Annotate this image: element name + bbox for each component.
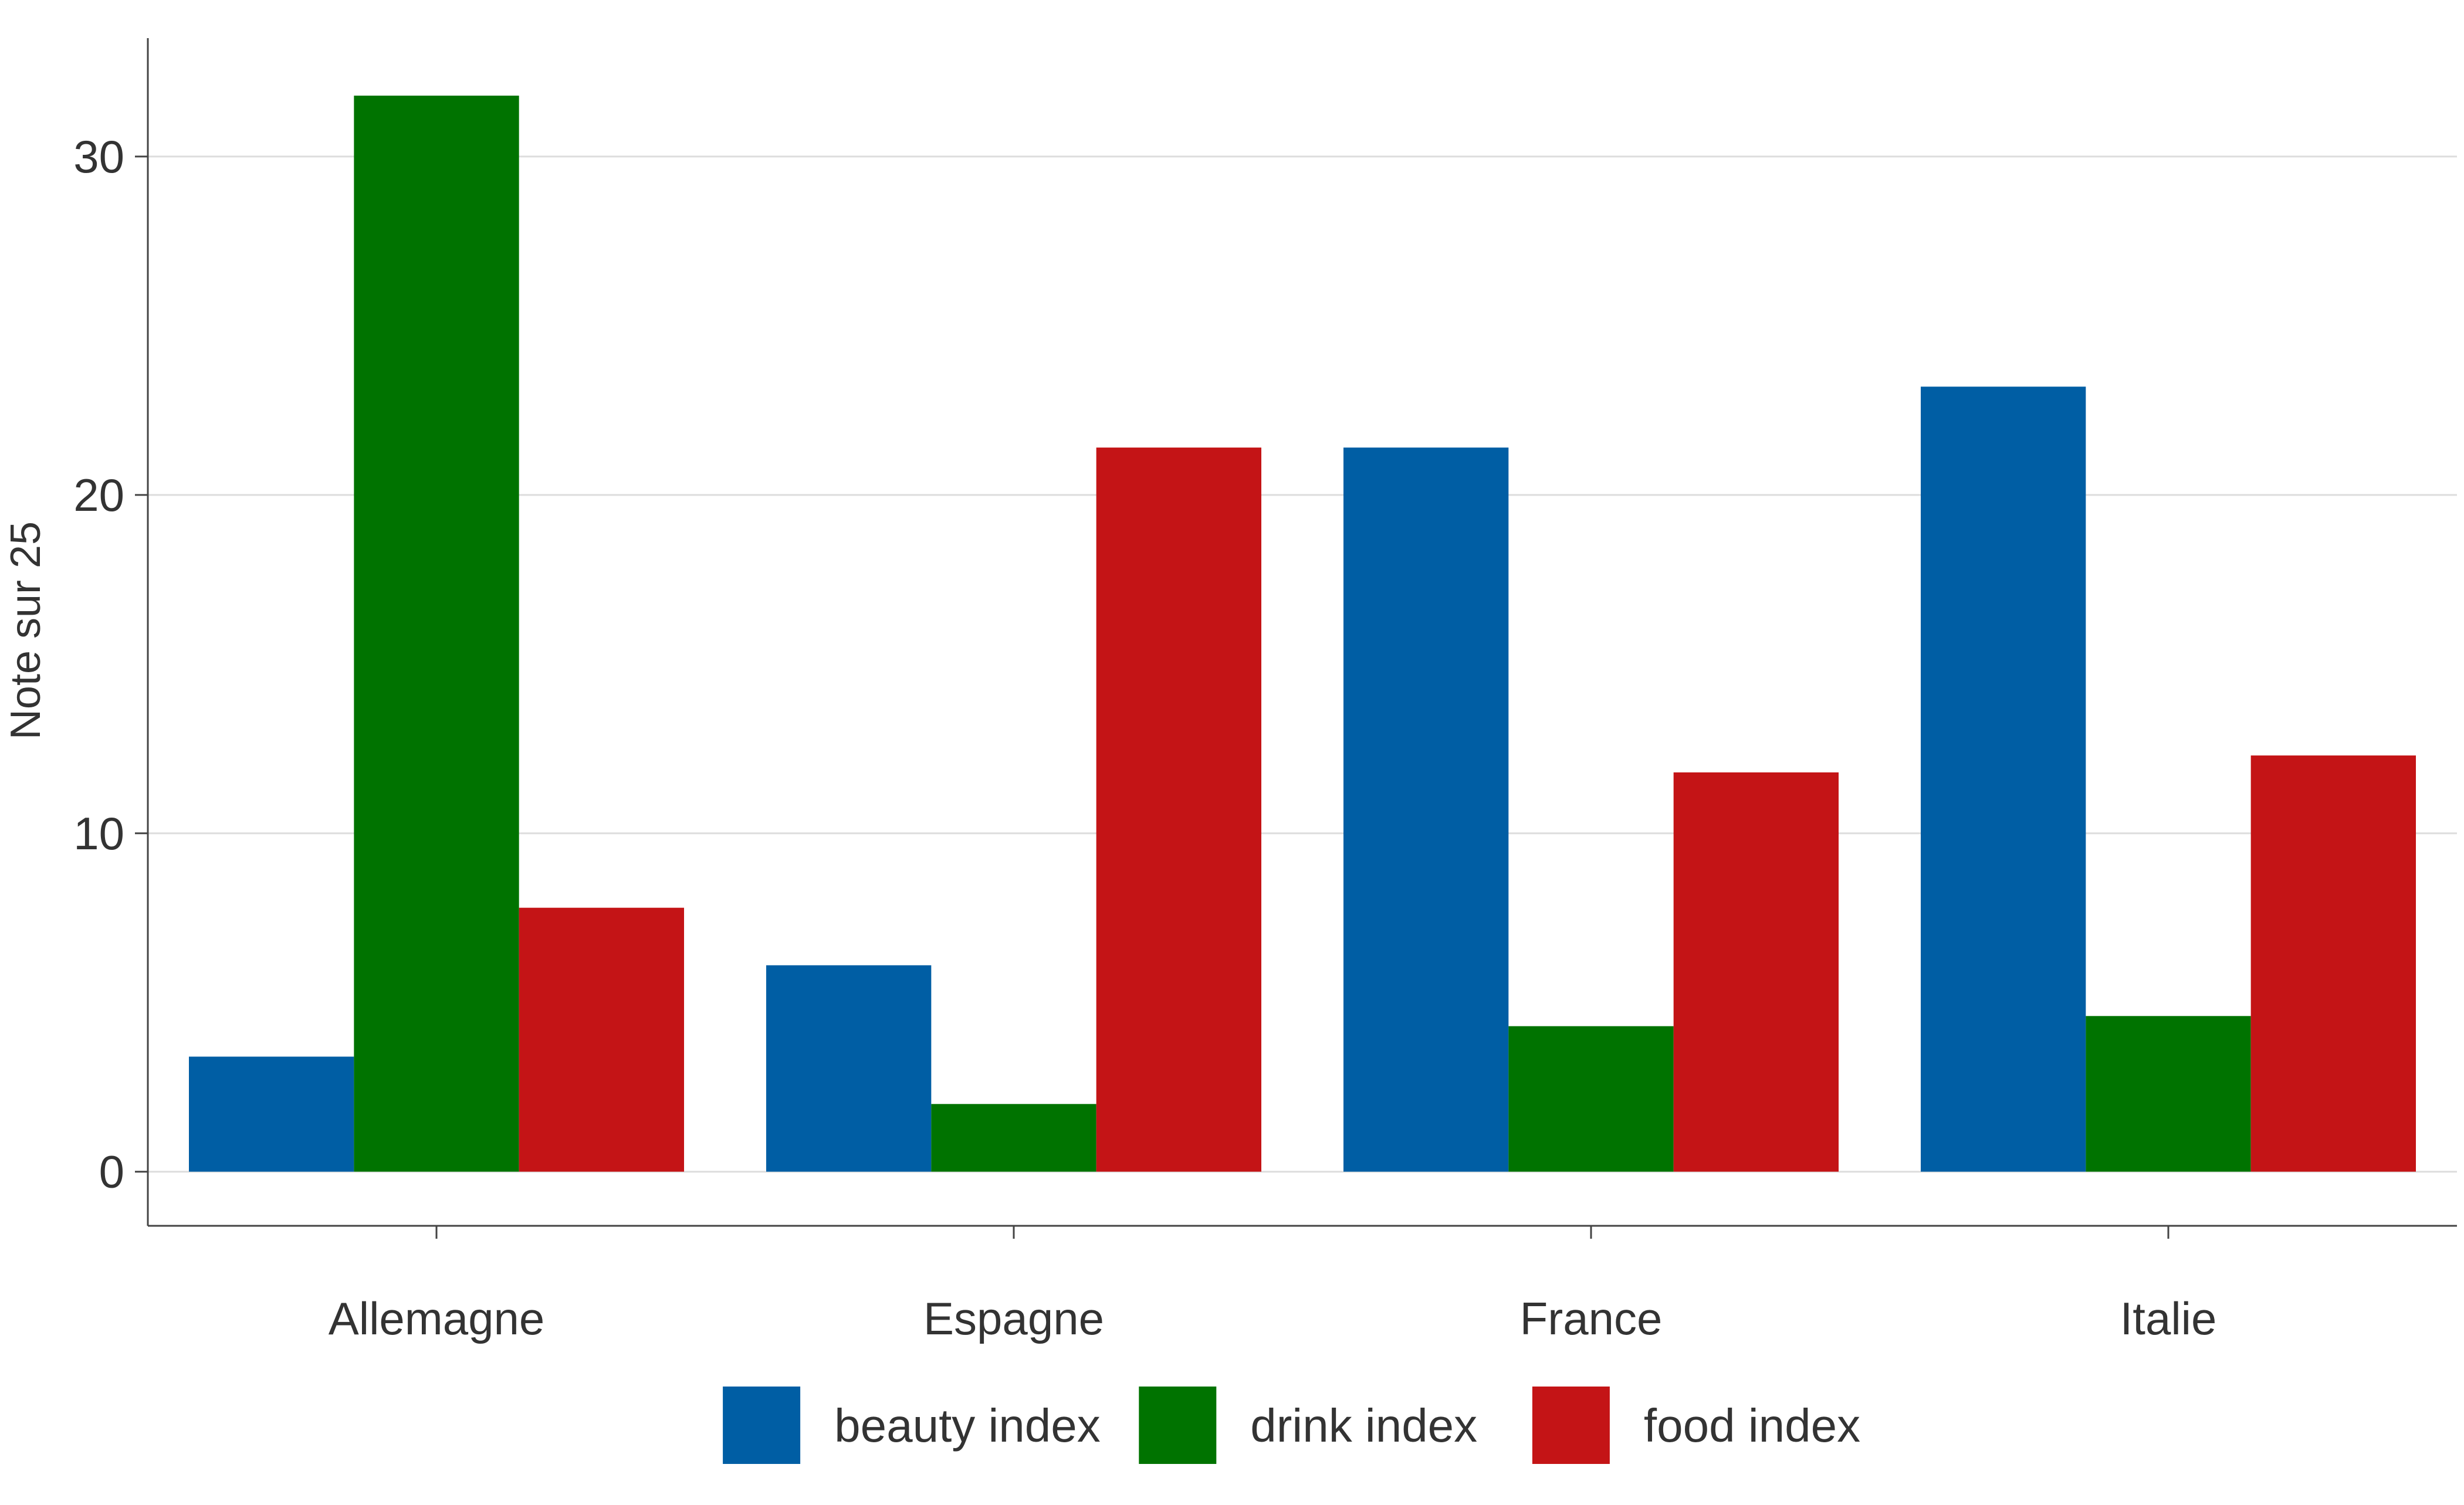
bar: [354, 96, 519, 1172]
legend-swatch: [1139, 1387, 1217, 1464]
bar: [1508, 1026, 1674, 1172]
bar: [1096, 448, 1261, 1172]
x-tick-label: Italie: [2120, 1293, 2217, 1344]
bar: [2250, 755, 2416, 1172]
bar: [1921, 387, 2086, 1172]
bar: [1343, 448, 1509, 1172]
legend-label: food index: [1644, 1399, 1860, 1452]
legend-swatch: [1532, 1387, 1610, 1464]
x-tick-label: Allemagne: [329, 1293, 545, 1344]
bar: [931, 1104, 1096, 1172]
legend: beauty index drink index food index: [723, 1387, 1860, 1464]
axes: [147, 38, 2457, 1227]
y-axis-ticks: 0 10 20 30: [73, 131, 148, 1198]
legend-label: beauty index: [834, 1399, 1101, 1452]
legend-label: drink index: [1250, 1399, 1477, 1452]
bar: [766, 965, 932, 1172]
x-tick-label: Espagne: [923, 1293, 1104, 1344]
y-tick-label: 10: [73, 808, 124, 859]
y-tick-label: 20: [73, 469, 124, 521]
y-tick-label: 0: [99, 1146, 124, 1198]
bar: [2086, 1016, 2251, 1172]
x-tick-label: France: [1520, 1293, 1663, 1344]
legend-swatch: [723, 1387, 801, 1464]
y-axis-title: Note sur 25: [2, 521, 49, 740]
bar: [519, 907, 684, 1172]
bar: [1673, 772, 1839, 1172]
bars: [189, 96, 2416, 1172]
x-axis-ticks: Allemagne Espagne France Italie: [329, 1226, 2217, 1344]
y-tick-label: 30: [73, 131, 124, 182]
bar: [189, 1056, 354, 1172]
